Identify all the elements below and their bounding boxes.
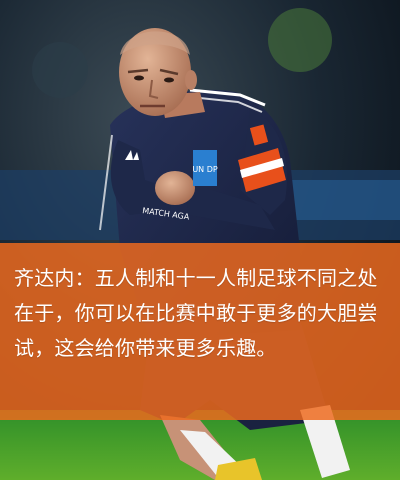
undp-logo-text: UN DP: [192, 165, 218, 174]
sleeve-patch: [249, 124, 269, 146]
player-head: [119, 28, 191, 116]
adidas-logo: [125, 150, 139, 160]
jersey-sleeve-stripe: [99, 134, 113, 231]
jersey-collar: [189, 88, 266, 107]
player-forearm: [180, 180, 275, 230]
player-fist: [155, 171, 195, 205]
player-brow: [127, 68, 179, 76]
stadium-light: [268, 8, 332, 72]
player-nose: [148, 79, 159, 99]
stadium-light: [32, 42, 88, 98]
player-boot: [215, 458, 262, 480]
undp-logo: [193, 150, 217, 186]
captain-armband-stripe: [240, 158, 284, 178]
caption-overlay: 齐达内：五人制和十一人制足球不同之处在于，你可以在比赛中敢于更多的大胆尝试，这会…: [0, 243, 400, 420]
player-eye: [134, 75, 144, 81]
player-leg: [300, 405, 350, 478]
player-ear: [185, 70, 197, 90]
jersey-collar: [189, 96, 263, 113]
player-eye: [164, 77, 174, 83]
caption-text: 齐达内：五人制和十一人制足球不同之处在于，你可以在比赛中敢于更多的大胆尝试，这会…: [14, 266, 378, 360]
player-scalp: [120, 31, 190, 55]
